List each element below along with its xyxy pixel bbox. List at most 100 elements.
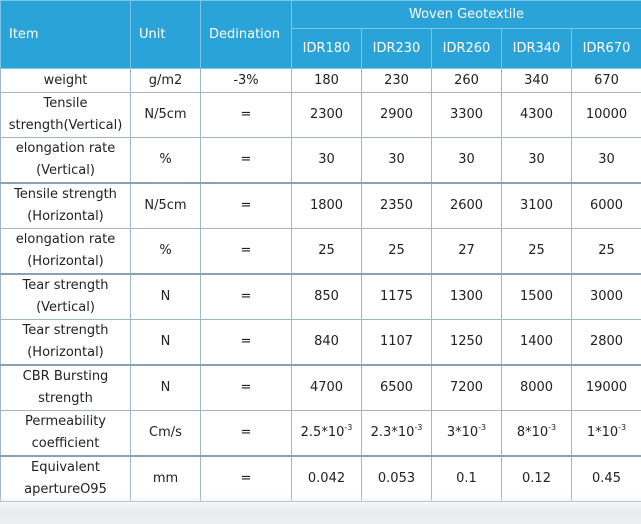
property-value: 1500 — [501, 273, 572, 320]
property-name: elongation rate (Horizontal) — [0, 228, 131, 275]
property-value: 840 — [291, 319, 362, 366]
property-value: 25 — [501, 228, 572, 275]
table-row: Tensile strength(Vertical) N/5cm = 2300 2900… — [0, 92, 641, 138]
property-unit: N — [130, 319, 201, 366]
value-base: 2.5*10 — [300, 425, 345, 440]
property-value: 7200 — [431, 364, 502, 411]
table-row: Tear strength (Vertical) N = 850 1175 1300 150… — [0, 273, 641, 320]
header-unit: Unit — [130, 0, 201, 69]
property-name: CBR Bursting strength — [0, 364, 131, 411]
table-row: Equivalent apertureO95 mm = 0.042 0.053 0.1 0.… — [0, 455, 641, 502]
value-base: 2.3*10 — [370, 425, 415, 440]
property-value: 30 — [570, 137, 641, 184]
property-value: 4300 — [501, 92, 572, 138]
property-value: 2800 — [570, 319, 641, 366]
header-model: IDR180 — [291, 28, 362, 69]
property-unit: N/5cm — [130, 182, 201, 229]
table-row: elongation rate (Vertical)% = 30 30 30 30 30 — [0, 137, 641, 184]
property-name: Tensile strength(Vertical) — [0, 92, 131, 138]
value-base: 3*10 — [446, 425, 479, 440]
table-row: Tensile strength (Horizontal) N/5cm = 1800 2… — [0, 182, 641, 229]
value-base: 1*10 — [586, 425, 619, 440]
property-value: 25 — [361, 228, 432, 275]
header-model: IDR260 — [431, 28, 502, 69]
property-value: 1250 — [431, 319, 502, 366]
property-dedination: = — [200, 228, 292, 275]
value-base: 8*10 — [516, 425, 549, 440]
property-dedination: = — [200, 182, 292, 229]
property-value: 1*10-3 — [570, 410, 641, 457]
value-exponent: -3 — [344, 423, 353, 432]
property-value: 10000 — [570, 92, 641, 138]
property-value: 8000 — [501, 364, 572, 411]
property-value: 230 — [361, 68, 432, 93]
value-exponent: -3 — [414, 423, 423, 432]
property-unit: Cm/s — [130, 410, 201, 457]
value-exponent: -3 — [478, 423, 487, 432]
property-unit: N — [130, 364, 201, 411]
property-name: Permeability coefficient — [0, 410, 131, 457]
property-name: elongation rate (Vertical) — [0, 137, 131, 184]
property-value: 2.5*10-3 — [291, 410, 362, 457]
property-name: Tensile strength (Horizontal) — [0, 182, 131, 229]
property-value: 1400 — [501, 319, 572, 366]
table-row: Tear strength (Horizontal) N = 840 1107 1250 1… — [0, 319, 641, 366]
property-value: 2300 — [291, 92, 362, 138]
property-unit: N — [130, 273, 201, 320]
property-value: 340 — [501, 68, 572, 93]
property-value: 180 — [291, 68, 362, 93]
property-dedination: = — [200, 92, 292, 138]
value-exponent: -3 — [618, 423, 627, 432]
property-value: 1107 — [361, 319, 432, 366]
property-value: 30 — [501, 137, 572, 184]
property-value: 1800 — [291, 182, 362, 229]
property-value: 3*10-3 — [431, 410, 502, 457]
property-value: 19000 — [570, 364, 641, 411]
property-unit: N/5cm — [130, 92, 201, 138]
header-woven-geotextile: Woven Geotextile — [290, 0, 641, 29]
property-value: 8*10-3 — [501, 410, 572, 457]
property-name: Tear strength (Horizontal) — [0, 319, 131, 366]
property-value: 850 — [291, 273, 362, 320]
header-model: IDR670 — [570, 28, 641, 69]
property-value: 2350 — [361, 182, 432, 229]
table-row: CBR Bursting strength N = 4700 6500 7200 8000 1… — [0, 364, 641, 411]
property-dedination: = — [200, 137, 292, 184]
property-name: Tear strength (Vertical) — [0, 273, 131, 320]
property-value: 670 — [570, 68, 641, 93]
property-name: weight — [0, 68, 131, 93]
table-row: Permeability coefficient Cm/s = 2.5*10-3 2.3… — [0, 410, 641, 457]
property-value: 1300 — [431, 273, 502, 320]
property-value: 6500 — [361, 364, 432, 411]
property-value: 3000 — [570, 273, 641, 320]
property-value: 30 — [361, 137, 432, 184]
property-value: 260 — [431, 68, 502, 93]
property-value: 27 — [431, 228, 502, 275]
header-model: IDR230 — [361, 28, 432, 69]
property-value: 3100 — [501, 182, 572, 229]
property-value: 30 — [291, 137, 362, 184]
property-dedination: = — [200, 319, 292, 366]
property-dedination: = — [200, 273, 292, 320]
table-row: elongation rate (Horizontal)% = 25 25 27 25 25 — [0, 228, 641, 275]
property-value: 4700 — [291, 364, 362, 411]
property-unit: g/m2 — [130, 68, 201, 93]
property-value: 25 — [570, 228, 641, 275]
header-model: IDR340 — [501, 28, 572, 69]
property-value: 3300 — [431, 92, 502, 138]
header-item: Item — [0, 0, 131, 69]
value-exponent: -3 — [548, 423, 557, 432]
property-unit: % — [130, 137, 201, 184]
geotextile-spec-table: Item Unit Dedination Woven Geotextile ID… — [0, 0, 641, 502]
table-row: weight g/m2 -3% 180 230 260 340 670 — [0, 68, 641, 93]
property-value: 2900 — [361, 92, 432, 138]
header-dedination: Dedination — [200, 0, 292, 69]
property-value: 1175 — [361, 273, 432, 320]
bottom-blur-overlay — [0, 494, 641, 524]
property-value: 30 — [431, 137, 502, 184]
property-dedination: -3% — [200, 68, 292, 93]
property-unit: % — [130, 228, 201, 275]
property-dedination: = — [200, 410, 292, 457]
property-value: 25 — [291, 228, 362, 275]
property-value: 6000 — [570, 182, 641, 229]
